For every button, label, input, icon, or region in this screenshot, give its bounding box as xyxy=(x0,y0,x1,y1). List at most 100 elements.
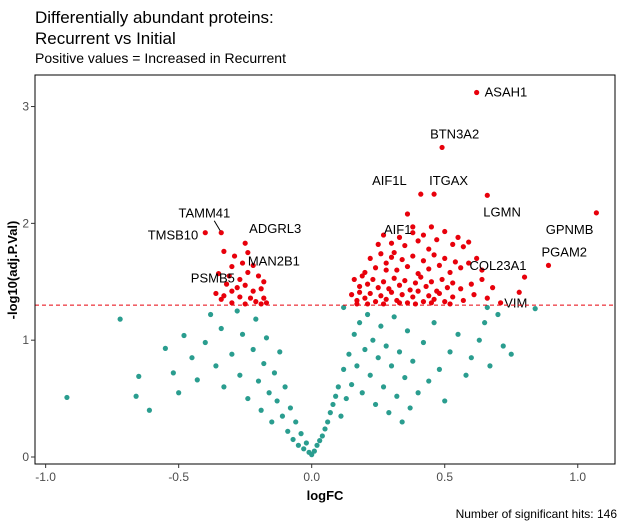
gene-label: TMSB10 xyxy=(148,228,199,243)
significant-point xyxy=(447,269,453,276)
significant-point xyxy=(407,287,413,293)
gene-label: PGAM2 xyxy=(541,244,587,259)
significant-point xyxy=(452,259,458,265)
chart-title: Differentially abundant proteins: Recurr… xyxy=(35,7,274,49)
significant-point xyxy=(362,295,368,301)
nonsignificant-point xyxy=(333,393,339,399)
significant-point xyxy=(354,301,360,307)
nonsignificant-point xyxy=(207,311,214,318)
nonsignificant-point xyxy=(364,311,371,318)
significant-point xyxy=(380,279,387,285)
nonsignificant-point xyxy=(396,349,403,355)
nonsignificant-point xyxy=(290,436,296,443)
labeled-point xyxy=(545,262,552,269)
significant-point xyxy=(226,273,232,279)
significant-point xyxy=(431,252,437,258)
nonsignificant-point xyxy=(463,372,469,378)
nonsignificant-point xyxy=(338,413,344,419)
nonsignificant-point xyxy=(213,363,219,369)
nonsignificant-point xyxy=(117,316,123,322)
significant-point xyxy=(380,301,387,307)
significant-point xyxy=(460,297,466,304)
significant-point xyxy=(221,248,227,254)
gene-label: LGMN xyxy=(483,204,521,219)
plot-panel-border xyxy=(34,74,616,465)
nonsignificant-point xyxy=(285,428,291,434)
significant-point xyxy=(458,265,464,271)
significant-point xyxy=(242,301,248,307)
gene-label: GPNMB xyxy=(546,222,594,237)
significant-point xyxy=(434,237,440,243)
nonsignificant-point xyxy=(372,401,379,408)
labeled-point xyxy=(202,230,208,236)
significant-point xyxy=(383,296,389,302)
gene-label: COL23A1 xyxy=(469,258,526,273)
significant-point xyxy=(412,280,419,286)
chart-subtitle: Positive values = Increased in Recurrent xyxy=(35,50,286,66)
gene-label: ITGAX xyxy=(429,173,468,188)
nonsignificant-point xyxy=(378,323,384,329)
nonsignificant-point xyxy=(133,393,139,399)
significant-point xyxy=(410,294,416,300)
nonsignificant-point xyxy=(388,363,395,369)
significant-point xyxy=(394,267,400,273)
significant-point xyxy=(450,294,456,300)
nonsignificant-point xyxy=(500,343,506,349)
x-tick-label: 0.5 xyxy=(436,470,453,484)
significant-point xyxy=(378,293,384,299)
significant-point xyxy=(388,254,395,260)
nonsignificant-point xyxy=(375,355,381,361)
gene-label: AIF1L xyxy=(372,173,407,188)
significant-point xyxy=(410,230,416,236)
significant-point xyxy=(388,240,395,246)
significant-point xyxy=(479,276,485,283)
nonsignificant-point xyxy=(261,360,267,367)
significant-point xyxy=(471,292,477,298)
significant-point xyxy=(399,256,405,263)
significant-point xyxy=(261,279,267,285)
significant-point xyxy=(396,300,403,306)
y-tick-label: 1 xyxy=(22,333,29,347)
labeled-point xyxy=(593,210,599,216)
significant-point xyxy=(367,290,373,297)
significant-point xyxy=(410,224,416,230)
nonsignificant-point xyxy=(426,378,432,384)
significant-point xyxy=(359,273,365,279)
significant-point xyxy=(372,265,379,271)
significant-point xyxy=(426,293,432,299)
significant-point xyxy=(383,267,389,273)
nonsignificant-point xyxy=(229,351,235,357)
significant-point xyxy=(418,274,424,280)
significant-point xyxy=(402,277,408,284)
significant-point xyxy=(436,290,443,297)
nonsignificant-point xyxy=(404,328,411,334)
labeled-point xyxy=(229,263,235,270)
nonsignificant-point xyxy=(356,320,363,326)
nonsignificant-point xyxy=(237,372,243,378)
significant-point xyxy=(375,241,381,247)
y-tick-label: 2 xyxy=(22,216,29,230)
nonsignificant-point xyxy=(218,325,224,332)
x-tick-label: 0.0 xyxy=(303,470,320,484)
significant-point xyxy=(250,262,256,269)
nonsignificant-point xyxy=(370,337,376,343)
nonsignificant-point xyxy=(468,355,474,361)
significant-point xyxy=(450,280,456,286)
nonsignificant-point xyxy=(482,320,488,326)
nonsignificant-point xyxy=(399,419,405,425)
labeled-point xyxy=(404,211,411,217)
nonsignificant-point xyxy=(367,372,373,378)
nonsignificant-point xyxy=(394,393,400,399)
significant-point xyxy=(391,275,397,281)
significant-point xyxy=(375,285,381,291)
labeled-point xyxy=(484,192,490,198)
nonsignificant-point xyxy=(346,351,352,357)
nonsignificant-point xyxy=(221,384,227,390)
significant-point xyxy=(474,255,480,262)
nonsignificant-point xyxy=(343,395,349,402)
chart-title-line-2: Recurrent vs Initial xyxy=(35,29,176,48)
nonsignificant-point xyxy=(263,335,270,341)
nonsignificant-point xyxy=(271,370,278,376)
significant-point xyxy=(479,267,485,273)
nonsignificant-point xyxy=(383,343,389,349)
